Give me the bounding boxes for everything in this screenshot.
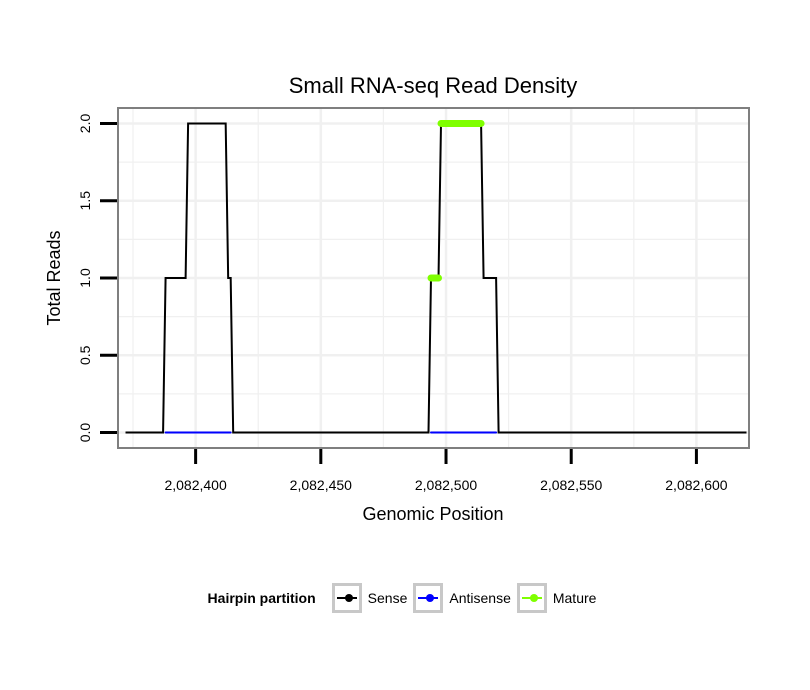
- legend-item-antisense: Antisense: [413, 583, 511, 613]
- y-tick-label: 0.0: [77, 423, 93, 443]
- x-tick-label: 2,082,400: [164, 477, 226, 493]
- legend-title: Hairpin partition: [207, 590, 316, 606]
- legend-label-mature: Mature: [552, 590, 597, 606]
- legend-item-sense: Sense: [331, 583, 408, 613]
- x-tick-label: 2,082,550: [540, 477, 602, 493]
- y-axis-label: Total Reads: [44, 230, 64, 325]
- sense-line: [125, 122, 747, 434]
- y-tick-label: 1.0: [77, 268, 93, 288]
- x-tick-label: 2,082,600: [665, 477, 727, 493]
- y-tick-label: 0.5: [77, 345, 93, 365]
- legend-key-mature: [516, 583, 547, 613]
- x-tick-label: 2,082,450: [290, 477, 352, 493]
- axes: 2,082,400 2,082,450 2,082,500 2,082,550 2,08…: [77, 114, 728, 493]
- legend: Hairpin partition Sense Antisense Mature: [0, 580, 810, 616]
- legend-item-mature: Mature: [516, 583, 597, 613]
- legend-key-antisense: [413, 583, 444, 613]
- x-axis-label: Genomic Position: [362, 504, 503, 524]
- panel-border: [117, 107, 750, 449]
- read-density-chart: 2,082,400 2,082,450 2,082,500 2,082,550 2,08…: [44, 73, 750, 524]
- y-tick-label: 1.5: [77, 191, 93, 211]
- y-tick-label: 2.0: [77, 114, 93, 134]
- legend-label-sense: Sense: [367, 590, 408, 606]
- series-layer: [125, 119, 747, 434]
- x-tick-label: 2,082,500: [415, 477, 477, 493]
- legend-label-antisense: Antisense: [449, 590, 511, 606]
- chart-title: Small RNA-seq Read Density: [289, 73, 578, 98]
- legend-key-sense: [331, 583, 362, 613]
